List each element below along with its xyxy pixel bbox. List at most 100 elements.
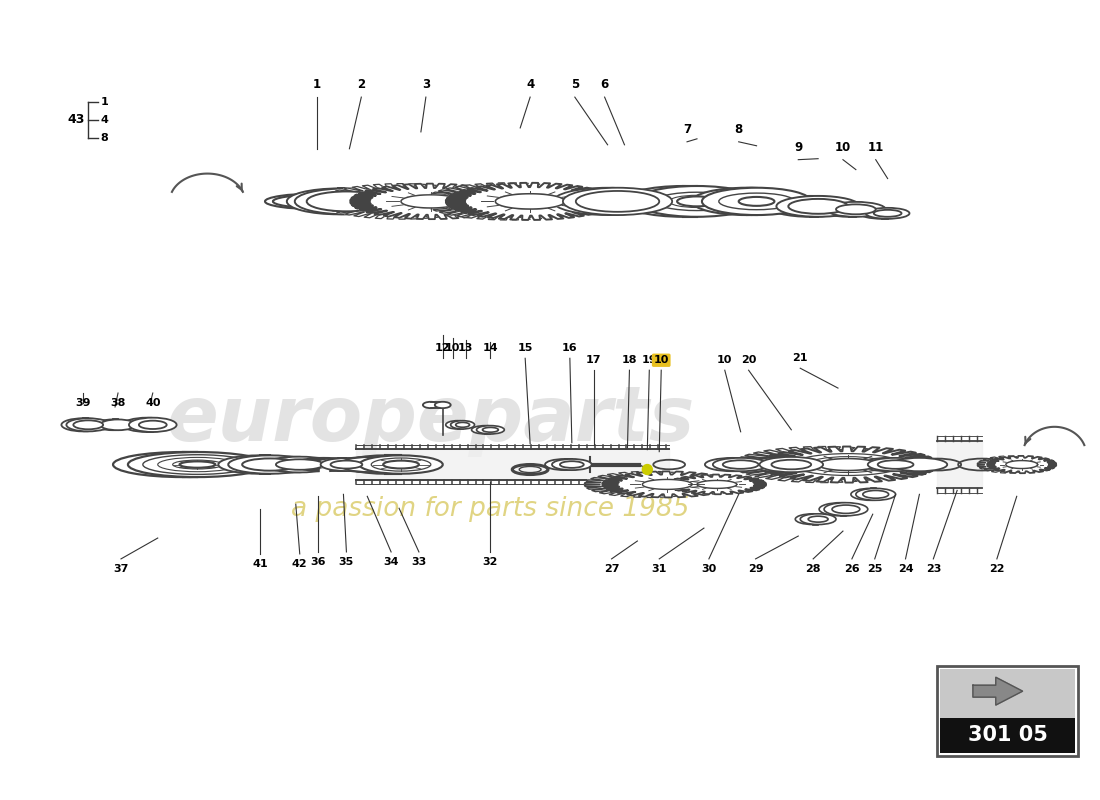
Ellipse shape [575, 191, 659, 212]
Ellipse shape [705, 458, 760, 471]
Bar [940, 718, 1076, 753]
Ellipse shape [832, 505, 860, 514]
Text: 1: 1 [100, 97, 108, 107]
Ellipse shape [715, 460, 750, 469]
Ellipse shape [808, 516, 828, 522]
Polygon shape [495, 194, 565, 209]
Ellipse shape [636, 186, 759, 217]
Text: 2: 2 [358, 78, 365, 91]
Ellipse shape [434, 402, 451, 408]
Text: 15: 15 [517, 343, 532, 354]
Ellipse shape [264, 457, 336, 473]
Ellipse shape [861, 458, 916, 471]
Ellipse shape [100, 419, 136, 430]
Ellipse shape [367, 461, 403, 469]
Text: 25: 25 [867, 564, 882, 574]
Ellipse shape [451, 422, 464, 427]
Ellipse shape [563, 188, 672, 215]
Polygon shape [402, 195, 461, 208]
Ellipse shape [862, 490, 889, 498]
Text: 10: 10 [653, 355, 669, 366]
Ellipse shape [553, 188, 662, 215]
Ellipse shape [851, 488, 891, 500]
Ellipse shape [472, 426, 499, 434]
Ellipse shape [560, 462, 584, 468]
Text: 20: 20 [741, 355, 757, 366]
Polygon shape [697, 481, 737, 488]
Ellipse shape [113, 452, 252, 477]
Text: 10: 10 [835, 141, 851, 154]
Ellipse shape [229, 455, 311, 474]
Ellipse shape [242, 458, 298, 470]
Ellipse shape [769, 196, 851, 217]
Polygon shape [972, 678, 1023, 705]
Ellipse shape [565, 191, 649, 212]
Ellipse shape [887, 458, 943, 471]
Polygon shape [320, 184, 482, 219]
Ellipse shape [62, 418, 106, 431]
Ellipse shape [299, 191, 378, 211]
Polygon shape [424, 183, 593, 220]
Ellipse shape [678, 197, 717, 206]
Text: 11: 11 [868, 141, 883, 154]
Text: 19: 19 [641, 355, 657, 366]
Ellipse shape [455, 422, 470, 427]
Ellipse shape [856, 488, 895, 500]
Polygon shape [602, 471, 733, 498]
Ellipse shape [123, 418, 170, 432]
Text: 43: 43 [67, 114, 85, 126]
Text: 5: 5 [571, 78, 579, 91]
Ellipse shape [295, 189, 398, 214]
Ellipse shape [133, 421, 161, 429]
Ellipse shape [66, 418, 110, 431]
Text: 14: 14 [483, 343, 498, 354]
Ellipse shape [826, 202, 886, 217]
Text: 40: 40 [145, 398, 161, 408]
Text: 36: 36 [310, 557, 326, 567]
Text: 8: 8 [100, 133, 108, 143]
Text: 42: 42 [292, 559, 308, 569]
Ellipse shape [553, 462, 576, 468]
Ellipse shape [803, 516, 823, 522]
Text: europeparts: europeparts [166, 383, 695, 457]
Ellipse shape [868, 210, 895, 217]
Ellipse shape [383, 461, 419, 469]
Text: 35: 35 [339, 557, 354, 567]
Ellipse shape [287, 189, 390, 214]
Ellipse shape [878, 460, 913, 469]
Text: 27: 27 [604, 564, 619, 574]
Ellipse shape [320, 458, 372, 471]
Polygon shape [668, 474, 766, 494]
Text: 16: 16 [562, 343, 578, 354]
Ellipse shape [74, 420, 103, 430]
Polygon shape [987, 456, 1056, 474]
Ellipse shape [771, 460, 811, 470]
Text: 10: 10 [446, 343, 461, 354]
Ellipse shape [751, 457, 815, 472]
Ellipse shape [179, 462, 216, 468]
Polygon shape [1005, 461, 1037, 469]
Ellipse shape [276, 459, 323, 470]
Ellipse shape [827, 505, 855, 514]
Ellipse shape [270, 459, 317, 470]
Text: 8: 8 [735, 123, 743, 136]
Text: 28: 28 [805, 564, 821, 574]
Ellipse shape [218, 455, 301, 474]
Text: 33: 33 [411, 557, 427, 567]
Text: 29: 29 [748, 564, 763, 574]
FancyBboxPatch shape [937, 666, 1078, 755]
Ellipse shape [477, 427, 494, 432]
Ellipse shape [544, 459, 585, 470]
Ellipse shape [820, 202, 879, 217]
Ellipse shape [868, 458, 923, 471]
Ellipse shape [446, 421, 470, 429]
Ellipse shape [621, 186, 745, 217]
Ellipse shape [759, 457, 823, 472]
Ellipse shape [476, 426, 504, 434]
Ellipse shape [777, 196, 860, 217]
Polygon shape [642, 479, 692, 490]
Ellipse shape [68, 420, 98, 430]
Ellipse shape [801, 514, 836, 525]
Ellipse shape [820, 502, 862, 516]
Bar [940, 669, 1076, 718]
